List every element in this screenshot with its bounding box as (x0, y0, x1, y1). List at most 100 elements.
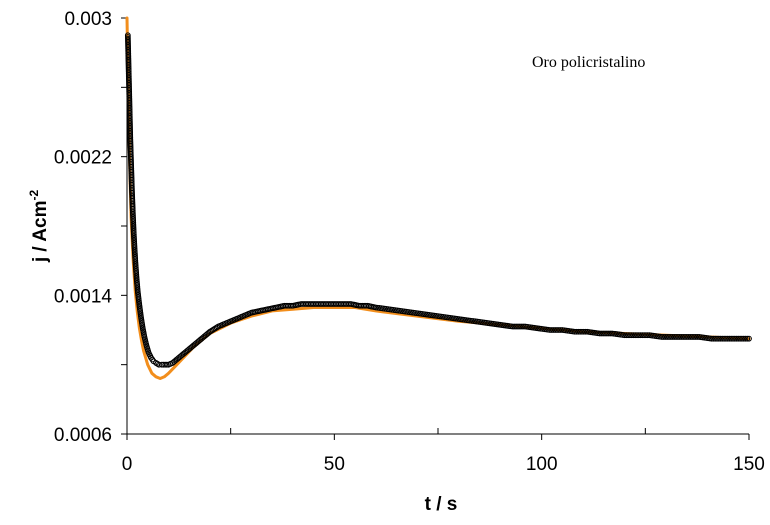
data-point (673, 334, 680, 340)
data-point (555, 327, 562, 333)
data-point (735, 335, 742, 342)
data-point (662, 334, 669, 340)
y-axis-title-sup: -2 (27, 190, 41, 201)
y-axis-title: j / Acm-2 (27, 190, 51, 264)
data-point (680, 334, 687, 340)
data-point (708, 335, 715, 342)
y-axis-title-main: j / Acm (30, 201, 51, 264)
axes (126, 18, 749, 435)
data-point (548, 327, 555, 333)
data-point (623, 332, 630, 339)
data-point (675, 334, 681, 340)
y-tick-label: 0.003 (64, 9, 112, 30)
y-tick-label: 0.0014 (54, 286, 113, 307)
data-point (637, 332, 644, 339)
data-point (643, 332, 649, 339)
data-point (660, 334, 667, 340)
data-point (742, 335, 749, 342)
data-point (582, 328, 589, 335)
data-point (664, 334, 671, 340)
y-tick-label: 0.0006 (54, 425, 112, 446)
data-point (719, 335, 726, 342)
data-point (682, 334, 688, 340)
data-point (577, 328, 584, 335)
x-tick-label: 100 (526, 454, 558, 475)
data-point (625, 332, 632, 339)
x-tick-label: 150 (733, 454, 765, 475)
data-point (598, 330, 605, 337)
data-points (124, 32, 752, 368)
data-point (715, 335, 722, 342)
data-point (513, 323, 520, 330)
data-point (635, 332, 642, 339)
data-point (575, 328, 582, 335)
data-point (596, 330, 603, 337)
data-point (520, 323, 527, 330)
data-point (641, 332, 648, 339)
data-point (603, 330, 610, 337)
data-point (712, 335, 719, 342)
data-point (691, 334, 697, 340)
data-point (573, 328, 580, 335)
data-point (632, 332, 639, 339)
x-tick-label: 50 (324, 454, 345, 475)
data-point (731, 335, 738, 342)
data-point (627, 332, 633, 339)
data-point (552, 327, 559, 333)
x-axis-title: t / s (425, 494, 458, 515)
data-point (694, 334, 701, 340)
data-point (634, 332, 640, 339)
data-point (685, 334, 692, 340)
data-point (659, 334, 665, 340)
data-point (738, 335, 745, 342)
data-point (721, 335, 728, 342)
data-point (516, 323, 523, 330)
data-point (579, 328, 585, 335)
orange-fit-line (125, 16, 751, 380)
data-point (550, 327, 557, 333)
data-point (717, 335, 724, 342)
data-point (724, 335, 731, 342)
data-point (163, 361, 170, 368)
data-point (726, 335, 733, 342)
data-point (728, 335, 735, 342)
data-point (722, 335, 729, 342)
data-point (692, 334, 699, 340)
data-point (602, 330, 608, 337)
data-point (744, 335, 751, 342)
data-point (509, 323, 516, 330)
data-point (607, 330, 614, 337)
data-point (667, 334, 674, 340)
data-point (683, 334, 690, 340)
data-point (580, 328, 587, 335)
x-tick-label: 0 (122, 454, 133, 475)
data-point (676, 334, 683, 340)
data-point (666, 334, 672, 340)
series-layer (124, 16, 752, 380)
data-point (630, 332, 637, 339)
data-point (518, 323, 525, 330)
data-point (733, 335, 740, 342)
data-point (571, 328, 578, 335)
ticks (121, 17, 750, 440)
tick-labels: 0.0006 0.0014 0.0022 0.003 0 50 100 150 (54, 9, 765, 475)
data-point (737, 335, 744, 342)
data-point (162, 361, 169, 368)
data-point (557, 327, 564, 333)
data-point (605, 330, 612, 337)
data-point (628, 332, 635, 339)
data-point (639, 332, 646, 339)
data-point (669, 334, 676, 340)
data-point (671, 334, 678, 340)
y-tick-label: 0.0022 (54, 148, 112, 169)
data-point (730, 335, 736, 342)
data-point (644, 332, 651, 339)
data-point (600, 330, 607, 337)
data-point (710, 335, 717, 342)
data-point (515, 323, 521, 330)
chart-annotation: Oro policristalino (532, 54, 645, 71)
data-point (554, 327, 560, 333)
data-point (740, 335, 747, 342)
data-point (689, 334, 696, 340)
